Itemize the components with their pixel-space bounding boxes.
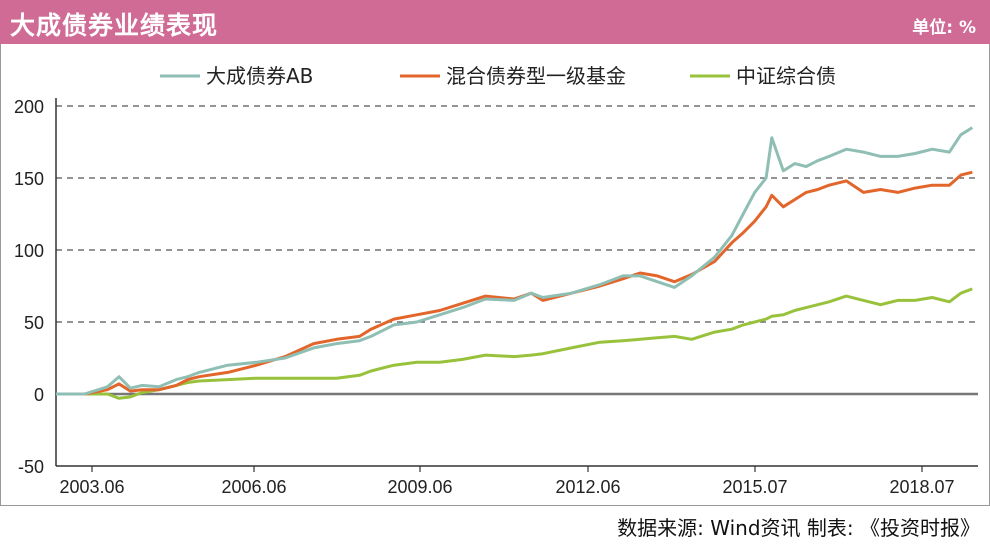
y-tick-label: 150 — [14, 169, 44, 189]
x-tick-label: 2003.06 — [59, 477, 124, 497]
y-tick-label: 100 — [14, 241, 44, 261]
chart-title: 大成债券业绩表现 — [10, 11, 219, 40]
chart-panel — [0, 44, 990, 506]
series-line — [56, 126, 974, 396]
y-tick-label: 200 — [14, 97, 44, 117]
legend-label: 中证综合债 — [736, 64, 836, 88]
source-note: 数据来源: Wind资讯 制表: 《投资时报》 — [617, 516, 980, 540]
y-tick-label: 0 — [34, 385, 44, 405]
unit-label: 单位: % — [912, 18, 976, 38]
x-tick-label: 2012.06 — [555, 477, 620, 497]
header-bar: 大成债券业绩表现 单位: % — [0, 0, 990, 44]
series-line — [56, 170, 973, 396]
legend-label: 大成债券AB — [206, 64, 313, 88]
x-tick-label: 2015.07 — [722, 477, 787, 497]
x-tick-label: 2018.07 — [889, 477, 954, 497]
line-chart: -50 0 50 100 150 200 2003.06 2006.06 2009.06 2012… — [14, 64, 978, 497]
series-line — [56, 287, 973, 400]
y-tick-label: 50 — [24, 313, 44, 333]
legend-label: 混合债券型一级基金 — [446, 64, 626, 88]
y-tick-label: -50 — [18, 457, 44, 477]
x-tick-label: 2009.06 — [387, 477, 452, 497]
x-tick-label: 2006.06 — [221, 477, 286, 497]
